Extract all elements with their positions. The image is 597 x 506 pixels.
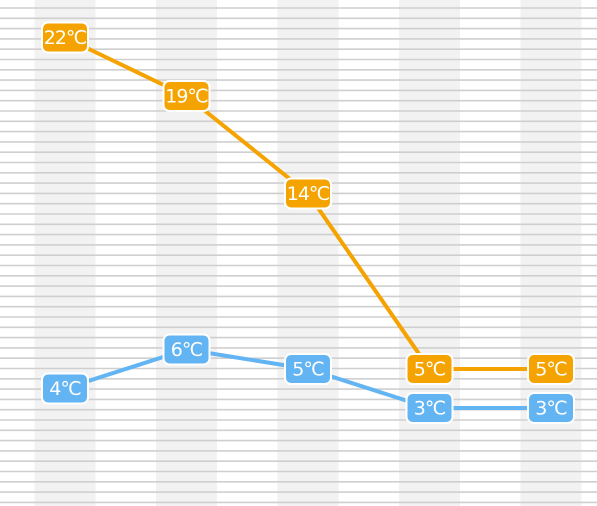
data-label-text: 19℃ (165, 86, 208, 108)
data-label-series-2: 6℃ (162, 333, 211, 366)
data-label-text: 22℃ (44, 27, 87, 49)
data-label-text: 5℃ (292, 359, 324, 381)
data-label-text: 14℃ (287, 183, 330, 205)
data-point-marker (41, 372, 89, 405)
data-point-marker (284, 353, 332, 385)
data-label-series-1: 14℃ (284, 177, 332, 210)
data-label-text: 3℃ (414, 398, 446, 420)
data-label-text: 4℃ (49, 378, 81, 400)
data-label-series-1: 19℃ (162, 80, 211, 112)
data-label-series-2: 3℃ (405, 392, 454, 424)
data-label-series-1: 5℃ (405, 353, 454, 385)
data-label-text: 6℃ (171, 339, 203, 361)
data-label-series-1: 22℃ (41, 21, 89, 54)
data-point-marker (162, 333, 211, 366)
data-label-series-2: 3℃ (527, 392, 575, 424)
data-point-marker (162, 80, 211, 112)
data-label-text: 5℃ (535, 359, 567, 381)
data-label-series-2: 4℃ (41, 372, 89, 405)
column-stripe (34, 0, 96, 506)
data-label-text: 3℃ (535, 398, 567, 420)
data-point-marker (284, 177, 332, 210)
data-point-marker (405, 392, 454, 424)
data-point-marker (527, 353, 575, 385)
column-stripe (277, 0, 339, 506)
data-label-series-1: 5℃ (527, 353, 575, 385)
data-point-marker (405, 353, 454, 385)
data-point-marker (527, 392, 575, 424)
data-point-marker (41, 21, 89, 54)
data-label-text: 5℃ (414, 359, 446, 381)
data-label-series-2: 5℃ (284, 353, 332, 385)
